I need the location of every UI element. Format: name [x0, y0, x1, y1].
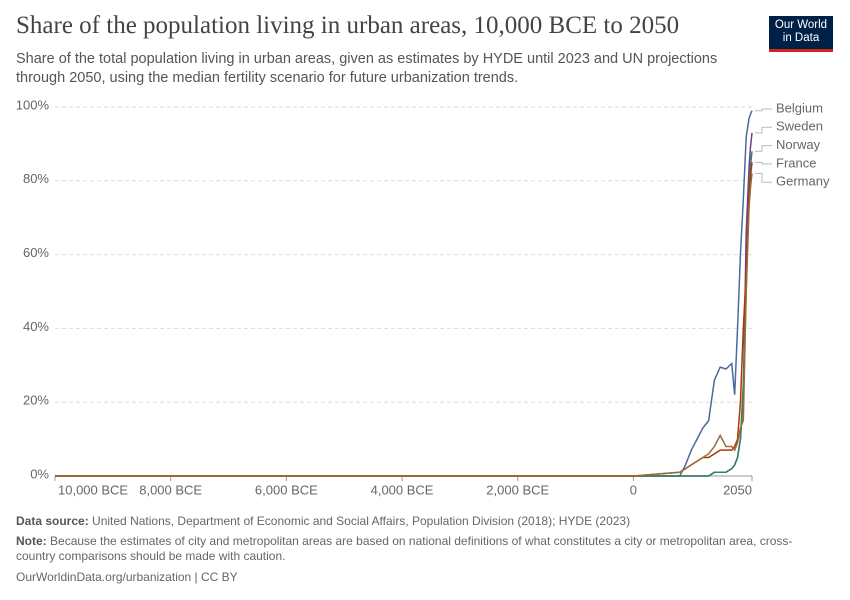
legend-connector [755, 145, 772, 152]
y-tick-label: 20% [23, 393, 49, 408]
series-line [55, 151, 753, 477]
x-tick-label: 10,000 BCE [58, 482, 128, 497]
series-line [55, 132, 753, 477]
series-line [55, 162, 753, 477]
y-tick-label: 0% [30, 466, 49, 481]
chart-subtitle: Share of the total population living in … [16, 51, 718, 86]
series-line [55, 173, 753, 477]
legend-label: Belgium [776, 100, 823, 115]
chart-title: Share of the population living in urban … [16, 12, 680, 39]
x-tick-label: 8,000 BCE [139, 482, 202, 497]
y-tick-label: 40% [23, 319, 49, 334]
x-tick-label: 4,000 BCE [371, 482, 434, 497]
legend-label: Norway [776, 137, 821, 152]
x-tick-label: 2050 [723, 482, 752, 497]
legend-label: Sweden [776, 119, 823, 134]
x-tick-label: 0 [630, 482, 637, 497]
source-text: United Nations, Department of Economic a… [92, 514, 631, 528]
y-tick-label: 80% [23, 171, 49, 186]
source-label: Data source: [16, 514, 89, 528]
chart: 0% 20% 40% 60% 80% 100% 10,000 BCE 8,000 BCE 6,0… [16, 97, 830, 497]
legend-connector [755, 108, 772, 112]
x-tick-label: 2,000 BCE [486, 482, 549, 497]
note-text: Because the estimates of city and metrop… [16, 534, 793, 563]
legend-connector [755, 161, 772, 165]
legend-connector [755, 126, 772, 134]
legend-connector [755, 172, 772, 183]
x-tick-label: 6,000 BCE [255, 482, 318, 497]
source: Data source: United Nations, Department … [16, 514, 816, 529]
logo-text: Our World [774, 19, 828, 31]
legend-label: France [776, 155, 816, 170]
note-label: Note: [16, 534, 47, 548]
logo-text: in Data [782, 32, 820, 44]
y-tick-label: 100% [16, 97, 50, 112]
note: Note: Because the estimates of city and … [16, 534, 816, 564]
y-tick-label: 60% [23, 245, 49, 260]
legend-label: Germany [776, 174, 830, 189]
url[interactable]: OurWorldinData.org/urbanization | CC BY [16, 570, 238, 584]
series-line [55, 110, 753, 477]
logo[interactable]: Our World in Data [769, 16, 833, 52]
